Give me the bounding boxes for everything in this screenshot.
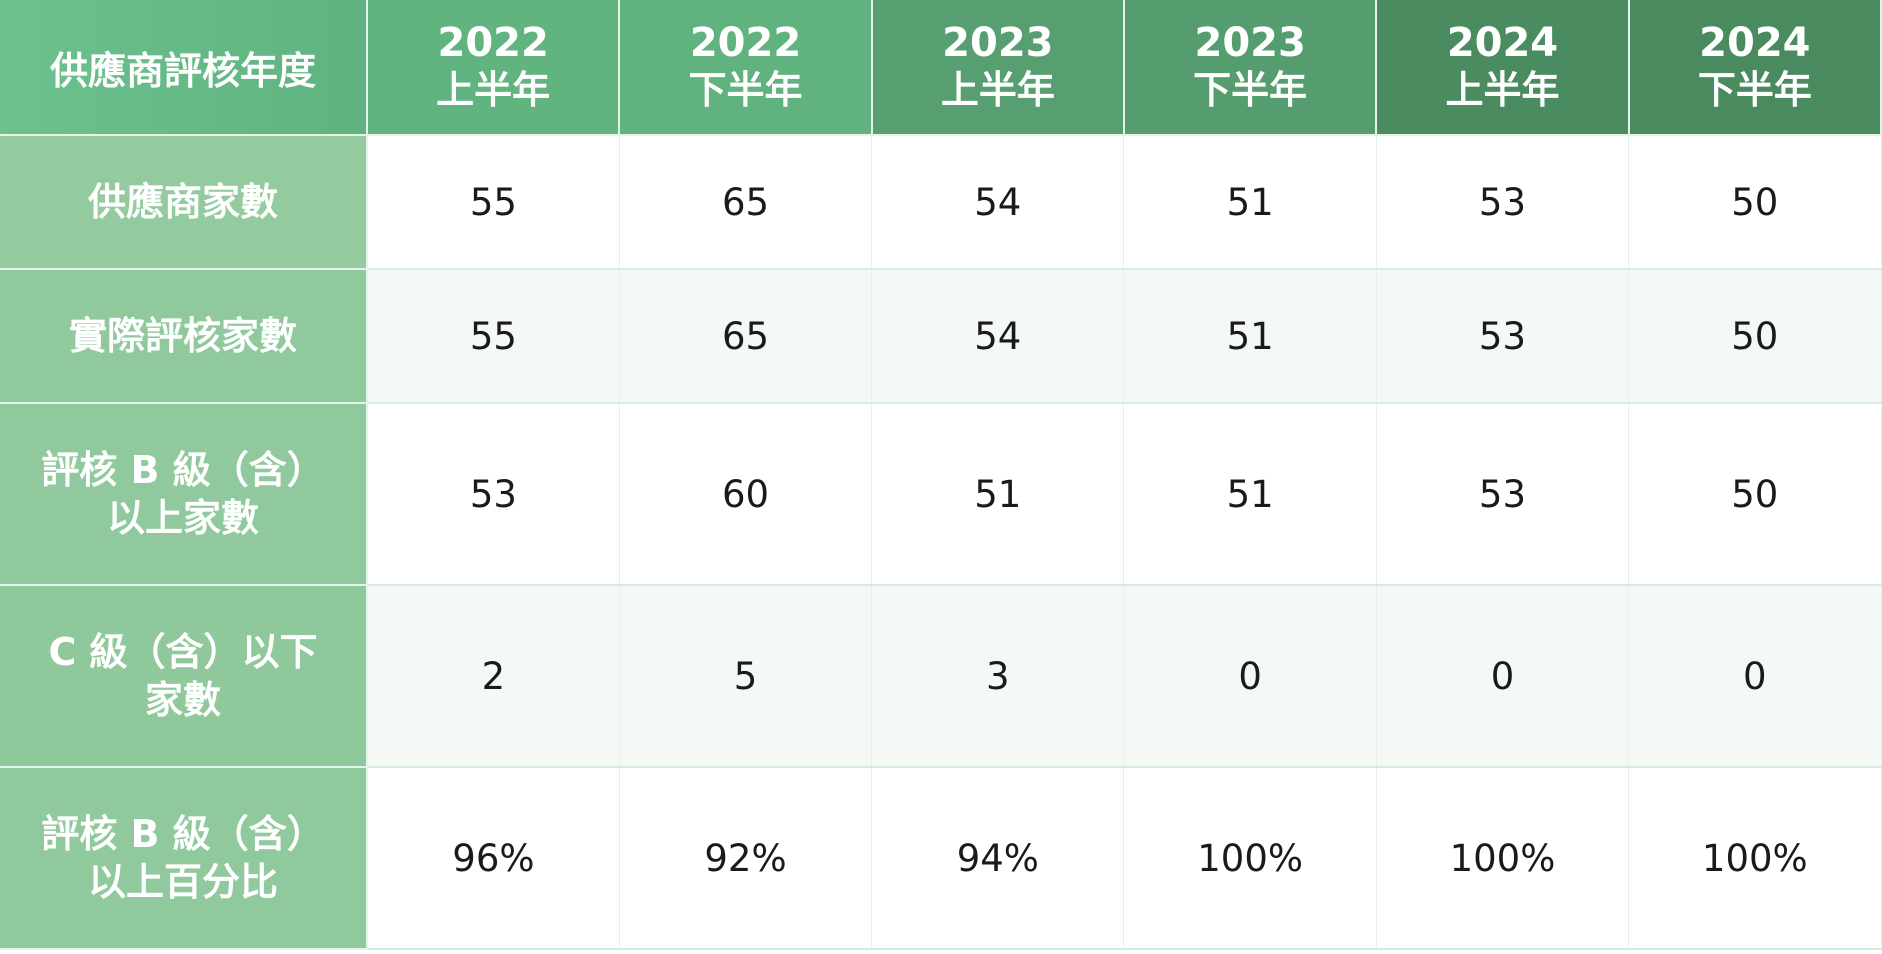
row-header-line: 以上百分比 — [87, 860, 278, 904]
table-cell: 5 — [619, 585, 873, 768]
table-cell: 51 — [1123, 403, 1377, 586]
row-header: 評核 B 級（含） 以上百分比 — [0, 767, 368, 950]
table-row: 評核 B 級（含） 以上百分比 96% 92% 94% 100% 100% 100… — [0, 767, 1882, 950]
table-cell: 2 — [367, 585, 620, 768]
table-cell: 54 — [871, 135, 1125, 270]
table-cell: 50 — [1628, 269, 1882, 404]
table-cell: 51 — [871, 403, 1125, 586]
column-year: 2022 — [689, 20, 802, 66]
table-cell: 3 — [871, 585, 1125, 768]
table-cell: 100% — [1376, 767, 1630, 950]
table-cell: 50 — [1628, 135, 1882, 270]
column-year: 2023 — [1194, 20, 1306, 66]
table-cell: 92% — [619, 767, 873, 950]
header-row: 供應商評核年度 2022 上半年 2022 下半年 2023 上半年 2023 下半年 … — [0, 0, 1882, 136]
row-header-line: 評核 B 級（含） — [41, 448, 325, 492]
column-half: 上半年 — [940, 68, 1055, 112]
column-header: 2023 上半年 — [871, 0, 1125, 136]
table-cell: 0 — [1123, 585, 1377, 768]
column-header: 2022 上半年 — [367, 0, 621, 136]
table-cell: 55 — [367, 135, 620, 270]
table-cell: 100% — [1123, 767, 1377, 950]
column-year: 2023 — [942, 20, 1054, 66]
column-year: 2024 — [1699, 20, 1811, 66]
table-row: 實際評核家數 55 65 54 51 53 50 — [0, 269, 1882, 404]
table-cell: 55 — [367, 269, 620, 404]
table-cell: 96% — [367, 767, 620, 950]
row-header-line: 家數 — [144, 678, 221, 722]
table-cell: 65 — [619, 135, 873, 270]
table-cell: 94% — [871, 767, 1125, 950]
table-cell: 65 — [619, 269, 873, 404]
row-header: 實際評核家數 — [0, 269, 368, 404]
column-half: 上半年 — [1445, 68, 1560, 112]
table-cell: 54 — [871, 269, 1125, 404]
column-year: 2022 — [437, 20, 549, 66]
table-row: C 級（含）以下 家數 2 5 3 0 0 0 — [0, 585, 1882, 768]
column-half: 下半年 — [1193, 68, 1308, 112]
table-cell: 51 — [1123, 269, 1377, 404]
column-half: 上半年 — [436, 68, 551, 112]
table-cell: 100% — [1628, 767, 1882, 950]
column-header: 2022 下半年 — [619, 0, 873, 136]
table-cell: 0 — [1628, 585, 1882, 768]
table-cell: 53 — [1376, 135, 1630, 270]
table-cell: 51 — [1123, 135, 1377, 270]
table-cell: 50 — [1628, 403, 1882, 586]
table-row: 評核 B 級（含） 以上家數 53 60 51 51 53 50 — [0, 403, 1882, 586]
table-row: 供應商家數 55 65 54 51 53 50 — [0, 135, 1882, 270]
column-year: 2024 — [1446, 20, 1559, 66]
table-cell: 53 — [1376, 403, 1630, 586]
row-header-line: C 級（含）以下 — [48, 630, 318, 674]
column-header: 2024 上半年 — [1376, 0, 1630, 136]
row-header-line: 評核 B 級（含） — [41, 812, 325, 856]
table-cell: 53 — [367, 403, 620, 586]
row-header-line: 以上家數 — [106, 496, 259, 540]
row-header: 評核 B 級（含） 以上家數 — [0, 403, 368, 586]
row-header: 供應商家數 — [0, 135, 368, 270]
column-half: 下半年 — [1697, 68, 1812, 112]
table-cell: 0 — [1376, 585, 1630, 768]
corner-header: 供應商評核年度 — [0, 0, 368, 136]
table-cell: 60 — [619, 403, 873, 586]
row-header: C 級（含）以下 家數 — [0, 585, 368, 768]
column-half: 下半年 — [688, 68, 803, 112]
table-cell: 53 — [1376, 269, 1630, 404]
column-header: 2024 下半年 — [1628, 0, 1882, 136]
column-header: 2023 下半年 — [1123, 0, 1378, 136]
